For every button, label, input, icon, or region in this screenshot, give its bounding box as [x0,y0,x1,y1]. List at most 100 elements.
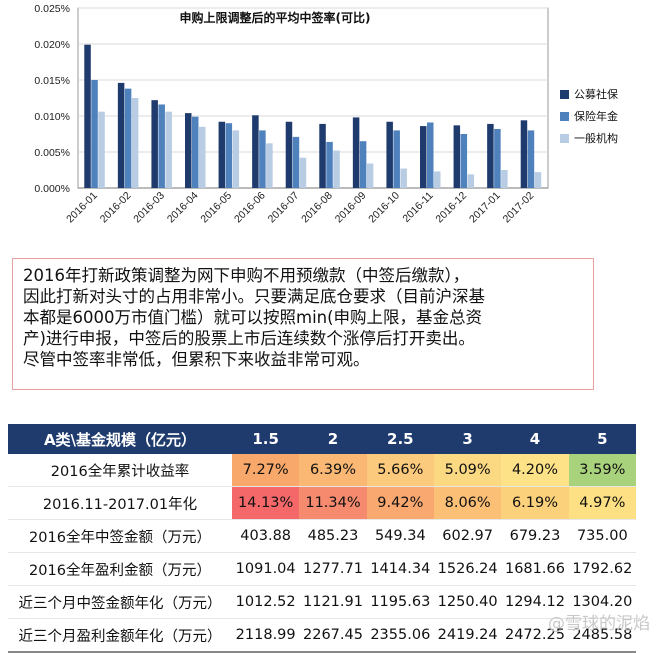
bar-公募社保 [285,121,293,188]
table-cell: 1091.04 [232,552,300,586]
x-tick-label: 2016-07 [266,190,302,226]
legend-label: 保险年金 [574,109,618,123]
x-tick-label: 2017-02 [501,190,537,226]
bar-公募社保 [151,100,158,188]
table-row: 2016全年累计收益率 7.27% 6.39% 5.66% 5.09% 4.20% 3.59… [8,454,636,487]
y-tick-label: 0.005% [34,147,70,159]
note-line: 产)进行申报，中签后的股票上市后连续数个涨停后打开卖出。 [23,329,475,348]
subscription-rate-chart: 0.000% 0.005% 0.010% 0.015% 0.020% 0.025% 2016… [34,3,618,226]
table-cell: 1195.63 [366,585,434,619]
table-cell: 549.34 [366,519,434,553]
fund-return-table: A类\基金规模（亿元） 1.5 2 2.5 3 4 5 2016全年累计收益率 7… [8,424,636,653]
row-label: 近三个月中签金额年化（万元） [8,585,232,619]
table-cell: 2355.06 [366,618,434,653]
bar-一般机构 [199,126,206,188]
plot-frame [77,7,549,189]
bar-保险年金 [460,134,468,188]
table-cell: 602.97 [433,519,502,553]
bar-一般机构 [434,171,441,188]
table-cell: 735.00 [568,519,636,553]
bar-保险年金 [292,136,300,188]
x-tick-label: 2016-12 [433,190,469,226]
table-cell: 3.59% [568,454,636,487]
table-row: 2016全年中签金额（万元） 403.88 485.23 549.34 602.97 67… [8,519,636,553]
bar-公募社保 [520,120,528,188]
table-cell: 2267.45 [299,618,367,653]
table-cell: 5.09% [433,454,502,487]
size-header: 2 [299,424,367,454]
bar-保险年金 [192,116,199,188]
table-cell: 11.34% [299,486,367,520]
bar-一般机构 [333,150,340,188]
bar-公募社保 [84,44,91,188]
y-tick-label: 0.015% [34,75,70,87]
table-header-label: A类\基金规模（亿元） [8,424,232,454]
bar-公募社保 [218,121,226,188]
table-cell: 403.88 [232,519,300,553]
bar-保险年金 [427,122,434,188]
bar-一般机构 [266,143,273,188]
bar-一般机构 [467,174,475,188]
bar-一般机构 [400,168,407,188]
table-cell: 9.42% [366,486,434,520]
note-line: 2016年打新政策调整为网下申购不用预缴款（中签后缴款）， [23,266,470,285]
table-cell: 7.27% [232,454,300,487]
row-label: 近三个月盈利金额年化（万元） [8,618,232,653]
table-cell: 1012.52 [232,585,300,619]
legend-swatch [560,134,569,143]
table-cell: 6.19% [501,486,569,520]
table-cell: 14.13% [232,486,300,520]
x-tick-label: 2017-01 [467,190,503,226]
chart-title: 申购上限调整后的平均中签率(可比) [180,10,371,25]
row-label: 2016全年中签金额（万元） [8,519,232,553]
table-cell: 1792.62 [568,552,636,586]
bar-一般机构 [165,111,172,188]
table-header-row: A类\基金规模（亿元） 1.5 2 2.5 3 4 5 [8,424,636,454]
bar-保险年金 [124,88,132,188]
x-tick-label: 2016-05 [198,190,234,226]
table-cell: 679.23 [501,519,569,553]
x-tick-label: 2016-10 [366,190,402,226]
table-cell: 6.39% [299,454,367,487]
bar-公募社保 [487,123,494,188]
bar-保险年金 [393,130,400,188]
bar-一般机构 [366,163,374,188]
bar-公募社保 [185,113,192,188]
table-cell: 1277.71 [299,552,367,586]
legend-label: 公募社保 [574,87,618,101]
table-cell: 1304.20 [568,585,636,619]
bar-一般机构 [501,170,508,188]
size-header: 1.5 [232,424,300,454]
bar-公募社保 [252,115,259,188]
watermark: @雪球的泥焰 [548,614,650,634]
note-line: 本都是6000万市值门槛）就可以按照min(申购上限，基金总资 [23,308,483,327]
bar-一般机构 [534,172,542,188]
table-row: 2016全年盈利金额（万元） 1091.04 1277.71 1414.34 1526.… [8,552,636,586]
note-line: 因此打新对头寸的占用非常小。只要满足底仓要求（目前沪深基 [23,287,485,306]
table-cell: 1681.66 [501,552,569,586]
table-cell: 4.20% [501,454,569,487]
bar-公募社保 [420,126,427,188]
table-row: 近三个月中签金额年化（万元） 1012.52 1121.91 1195.63 1250.… [8,585,636,619]
bar-保险年金 [359,141,367,188]
x-tick-label: 2016-06 [232,190,268,226]
y-tick-label: 0.000% [34,183,70,195]
table-cell: 5.66% [366,454,434,487]
x-tick-label: 2016-03 [131,190,167,226]
bar-公募社保 [319,123,326,188]
table-cell: 2419.24 [433,618,502,653]
y-tick-label: 0.025% [34,3,70,15]
table-cell: 1121.91 [299,585,367,619]
note-line: 尽管中签率非常低，但累积下来收益非常可观。 [23,350,370,369]
table-cell: 485.23 [299,519,367,553]
table-cell: 8.06% [433,486,502,520]
table-cell: 1294.12 [501,585,569,619]
bar-保险年金 [326,141,333,188]
bar-保险年金 [225,123,233,188]
x-tick-label: 2016-08 [299,190,335,226]
table-row: 近三个月盈利金额年化（万元） 2118.99 2267.45 2355.06 2419.… [8,618,636,653]
table-cell: 1526.24 [433,552,502,586]
y-tick-label: 0.020% [34,39,70,51]
bar-保险年金 [91,80,98,188]
x-tick-label: 2016-04 [165,190,201,226]
